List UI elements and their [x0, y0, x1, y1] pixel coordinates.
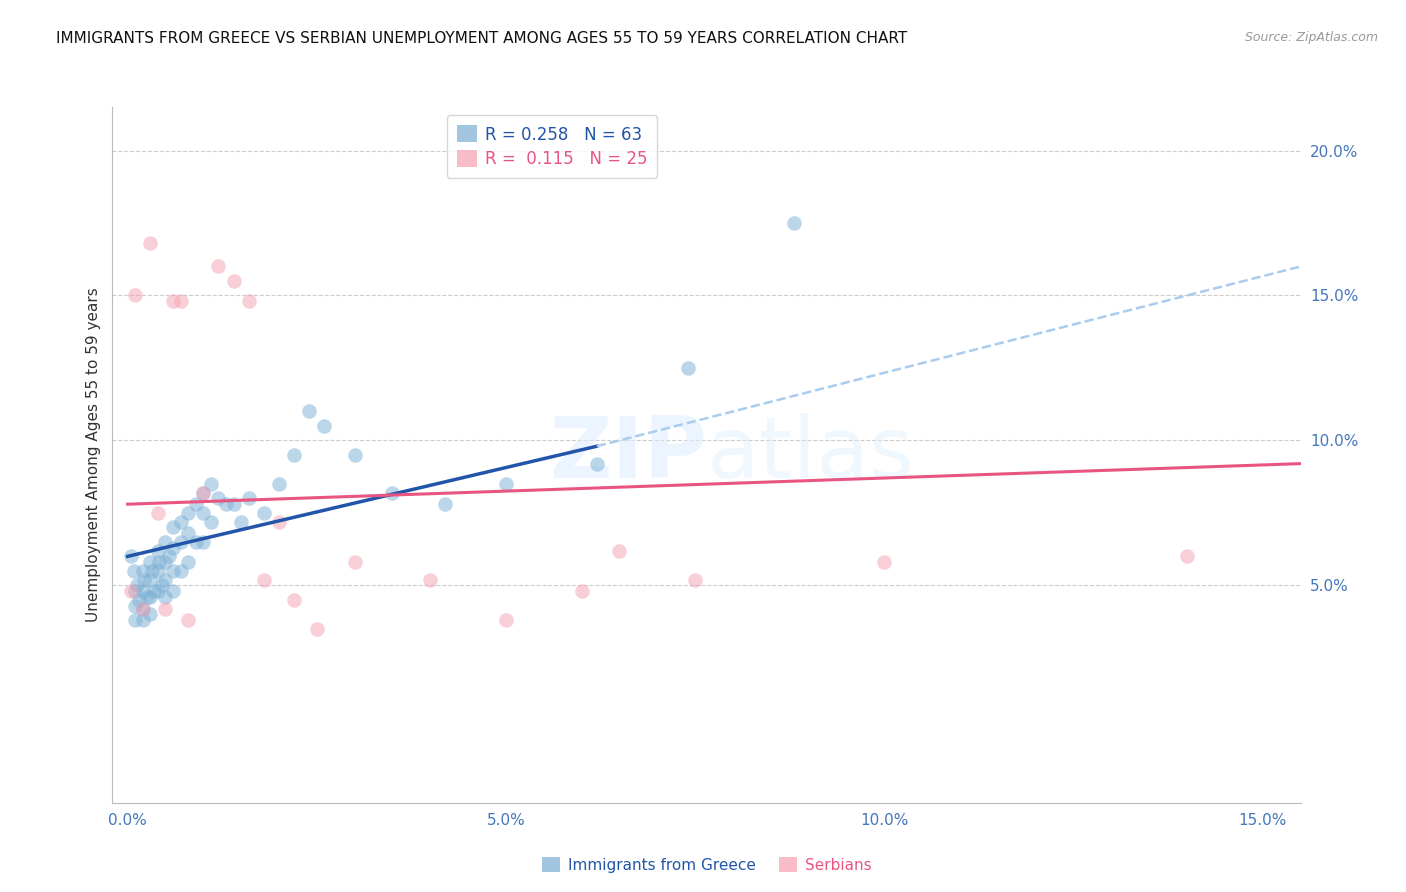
Point: [495, 613, 517, 627]
Point: [132, 613, 155, 627]
Point: [120, 584, 142, 599]
Point: [419, 573, 441, 587]
Point: [177, 613, 200, 627]
Point: [184, 534, 207, 549]
Point: [124, 599, 146, 613]
Point: [148, 555, 170, 569]
Point: [132, 601, 155, 615]
Point: [146, 584, 169, 599]
Point: [146, 506, 169, 520]
Point: [343, 555, 366, 569]
Point: [139, 590, 162, 604]
Point: [124, 288, 146, 302]
Point: [298, 404, 321, 418]
Point: [162, 564, 184, 578]
Point: [155, 555, 177, 569]
Point: [222, 274, 245, 288]
Point: [193, 506, 215, 520]
Point: [222, 497, 245, 511]
Text: Source: ZipAtlas.com: Source: ZipAtlas.com: [1244, 31, 1378, 45]
Point: [157, 549, 180, 564]
Point: [207, 491, 229, 506]
Point: [177, 506, 200, 520]
Point: [124, 613, 146, 627]
Point: [343, 448, 366, 462]
Point: [162, 541, 184, 555]
Point: [238, 294, 260, 309]
Point: [139, 555, 162, 569]
Point: [135, 590, 157, 604]
Legend: Immigrants from Greece, Serbians: Immigrants from Greece, Serbians: [536, 850, 877, 879]
Point: [139, 236, 162, 251]
Point: [150, 578, 173, 592]
Point: [177, 555, 200, 569]
Point: [155, 534, 177, 549]
Point: [314, 419, 336, 434]
Point: [200, 476, 222, 491]
Point: [609, 543, 631, 558]
Point: [215, 497, 238, 511]
Point: [305, 622, 328, 636]
Point: [146, 543, 169, 558]
Point: [143, 584, 166, 599]
Point: [207, 260, 229, 274]
Text: ZIP: ZIP: [548, 413, 707, 497]
Point: [283, 592, 305, 607]
Point: [146, 564, 169, 578]
Text: IMMIGRANTS FROM GREECE VS SERBIAN UNEMPLOYMENT AMONG AGES 55 TO 59 YEARS CORRELA: IMMIGRANTS FROM GREECE VS SERBIAN UNEMPL…: [56, 31, 907, 46]
Point: [434, 497, 457, 511]
Point: [571, 584, 593, 599]
Point: [162, 294, 184, 309]
Point: [177, 526, 200, 541]
Point: [169, 294, 191, 309]
Point: [782, 216, 804, 230]
Point: [253, 573, 276, 587]
Point: [132, 564, 155, 578]
Point: [267, 476, 290, 491]
Point: [120, 549, 142, 564]
Y-axis label: Unemployment Among Ages 55 to 59 years: Unemployment Among Ages 55 to 59 years: [86, 287, 101, 623]
Point: [139, 573, 162, 587]
Point: [125, 578, 148, 592]
Point: [132, 601, 155, 615]
Point: [124, 584, 146, 599]
Point: [122, 564, 145, 578]
Point: [169, 515, 191, 529]
Point: [184, 497, 207, 511]
Point: [155, 601, 177, 615]
Point: [169, 564, 191, 578]
Text: atlas: atlas: [707, 413, 914, 497]
Point: [193, 485, 215, 500]
Point: [873, 555, 896, 569]
Point: [128, 592, 150, 607]
Point: [381, 485, 404, 500]
Point: [134, 573, 156, 587]
Point: [253, 506, 276, 520]
Point: [238, 491, 260, 506]
Point: [132, 584, 155, 599]
Point: [193, 534, 215, 549]
Point: [155, 590, 177, 604]
Point: [267, 515, 290, 529]
Point: [162, 520, 184, 534]
Point: [139, 607, 162, 622]
Point: [193, 485, 215, 500]
Point: [283, 448, 305, 462]
Point: [162, 584, 184, 599]
Point: [585, 457, 607, 471]
Point: [1175, 549, 1198, 564]
Point: [683, 573, 706, 587]
Point: [676, 361, 699, 376]
Point: [155, 573, 177, 587]
Point: [141, 564, 163, 578]
Point: [169, 534, 191, 549]
Point: [200, 515, 222, 529]
Point: [495, 476, 517, 491]
Point: [229, 515, 252, 529]
